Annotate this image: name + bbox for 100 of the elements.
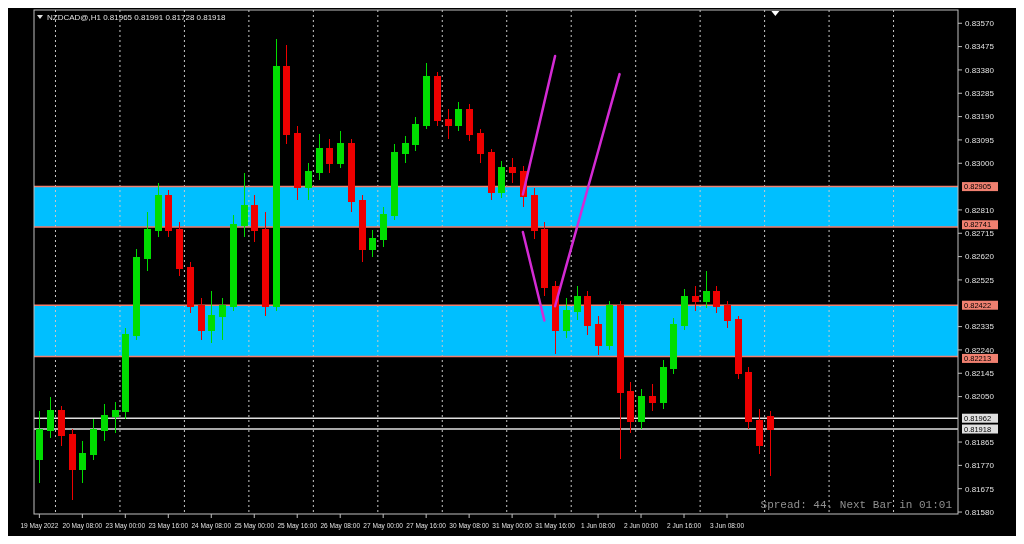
candlestick (508, 157, 517, 184)
x-tick-label: 26 May 08:00 (320, 520, 361, 531)
candlestick (573, 285, 582, 321)
line-series (521, 54, 557, 196)
candlestick (315, 133, 324, 181)
candlestick (78, 440, 87, 484)
candlestick (336, 130, 345, 169)
candlestick (164, 189, 173, 238)
x-tick-label: 3 Jun 08:00 (709, 520, 745, 531)
x-tick-label: 2 Jun 00:00 (623, 520, 659, 531)
candlestick (648, 383, 657, 412)
candlestick (250, 194, 259, 243)
x-tick-label: 30 May 08:00 (449, 520, 489, 531)
candlestick (454, 101, 463, 132)
candlestick (293, 125, 302, 201)
candlestick (594, 315, 603, 356)
candlestick (154, 182, 163, 238)
y-tick-label: 0.81675 (965, 484, 995, 494)
x-tick-label: 25 May 00:00 (234, 520, 275, 531)
candlestick (35, 410, 44, 484)
y-tick-label: 0.81865 (965, 437, 995, 447)
candlestick (272, 38, 281, 312)
x-tick-label: 23 May 00:00 (105, 520, 146, 531)
candlestick (465, 103, 474, 142)
candlestick (100, 403, 109, 442)
candlestick (422, 62, 431, 130)
candlestick (530, 187, 539, 240)
y-tick-label: 0.83095 (965, 135, 995, 145)
x-tick-label: 2 Jun 16:00 (666, 520, 702, 531)
x-tick-label: 23 May 16:00 (148, 520, 189, 531)
candlestick (358, 194, 367, 263)
candlestick (583, 290, 592, 336)
candlestick (734, 315, 743, 380)
candlestick (347, 138, 356, 213)
y-tick-label: 0.83190 (965, 112, 995, 122)
candlestick (132, 248, 141, 341)
candlestick (261, 211, 270, 317)
candlestick (562, 297, 571, 339)
candlestick (229, 214, 238, 312)
x-tick-label: 20 May 08:00 (62, 520, 103, 531)
y-tick-label: 0.83475 (965, 42, 995, 52)
candlestick (186, 261, 195, 314)
candlestick (702, 270, 711, 309)
candlestick (680, 288, 689, 331)
x-tick-label: 19 May 2022 (20, 520, 59, 531)
y-tick-label: 0.82050 (965, 392, 995, 402)
chart-title: NZDCAD@,H1 0.81965 0.81991 0.81728 0.81918 (47, 13, 227, 22)
candlestick (744, 366, 753, 430)
annotation: Spread: 44. Next Bar in 01:01 (760, 499, 953, 511)
candlestick (379, 206, 388, 248)
candlestick (325, 138, 334, 174)
y-tick-label: 0.82525 (965, 275, 995, 285)
candlestick (712, 285, 721, 314)
candlestick (605, 300, 614, 351)
candlestick (218, 297, 227, 341)
x-tick-label: 25 May 16:00 (277, 520, 318, 531)
candlestick (659, 359, 668, 410)
x-tick-label: 1 Jun 08:00 (580, 520, 616, 531)
y-tick-label: 0.83570 (965, 19, 995, 29)
candlestick (669, 317, 678, 375)
y-tick-label: 0.83380 (965, 65, 995, 75)
candlestick (390, 143, 399, 221)
y-tick-label: 0.83000 (965, 159, 995, 169)
candlestick (444, 108, 453, 140)
candlestick (616, 300, 625, 460)
candlestick (540, 221, 549, 297)
candlestick (476, 128, 485, 164)
x-tick-label: 27 May 00:00 (363, 520, 404, 531)
y-tick-label: 0.82715 (965, 229, 995, 239)
x-tick-label: 27 May 16:00 (406, 520, 446, 531)
y-tick-label: 0.81770 (965, 461, 995, 471)
candlestick (240, 172, 249, 238)
candlestick (46, 396, 55, 439)
candlestick (487, 148, 496, 201)
candlestick (755, 408, 764, 455)
candlestick (121, 327, 130, 420)
candlestick (68, 428, 77, 501)
candlestick (723, 300, 732, 329)
y-tick-label: 0.82335 (965, 322, 995, 332)
y-tick-label: 0.83285 (965, 89, 995, 99)
line-series (553, 72, 621, 308)
y-tick-label: 0.82810 (965, 205, 995, 215)
candlestick (282, 44, 291, 145)
x-tick-label: 24 May 08:00 (191, 520, 232, 531)
candlestick (626, 381, 635, 434)
candlestick (691, 285, 700, 312)
x-tick-label: 31 May 00:00 (492, 520, 532, 531)
candlestick (143, 211, 152, 272)
candlestick (497, 160, 506, 199)
candlestick (304, 162, 313, 201)
candlestick (207, 290, 216, 344)
y-tick-label: 0.82240 (965, 345, 995, 355)
x-tick-label: 31 May 16:00 (535, 520, 575, 531)
candlestick (89, 418, 98, 461)
candlestick (637, 388, 646, 430)
y-tick-label: 0.82145 (965, 369, 995, 379)
candlestick (175, 221, 184, 277)
candlestick (368, 229, 377, 258)
y-tick-label: 0.81580 (965, 507, 995, 517)
y-tick-label: 0.82620 (965, 252, 995, 262)
